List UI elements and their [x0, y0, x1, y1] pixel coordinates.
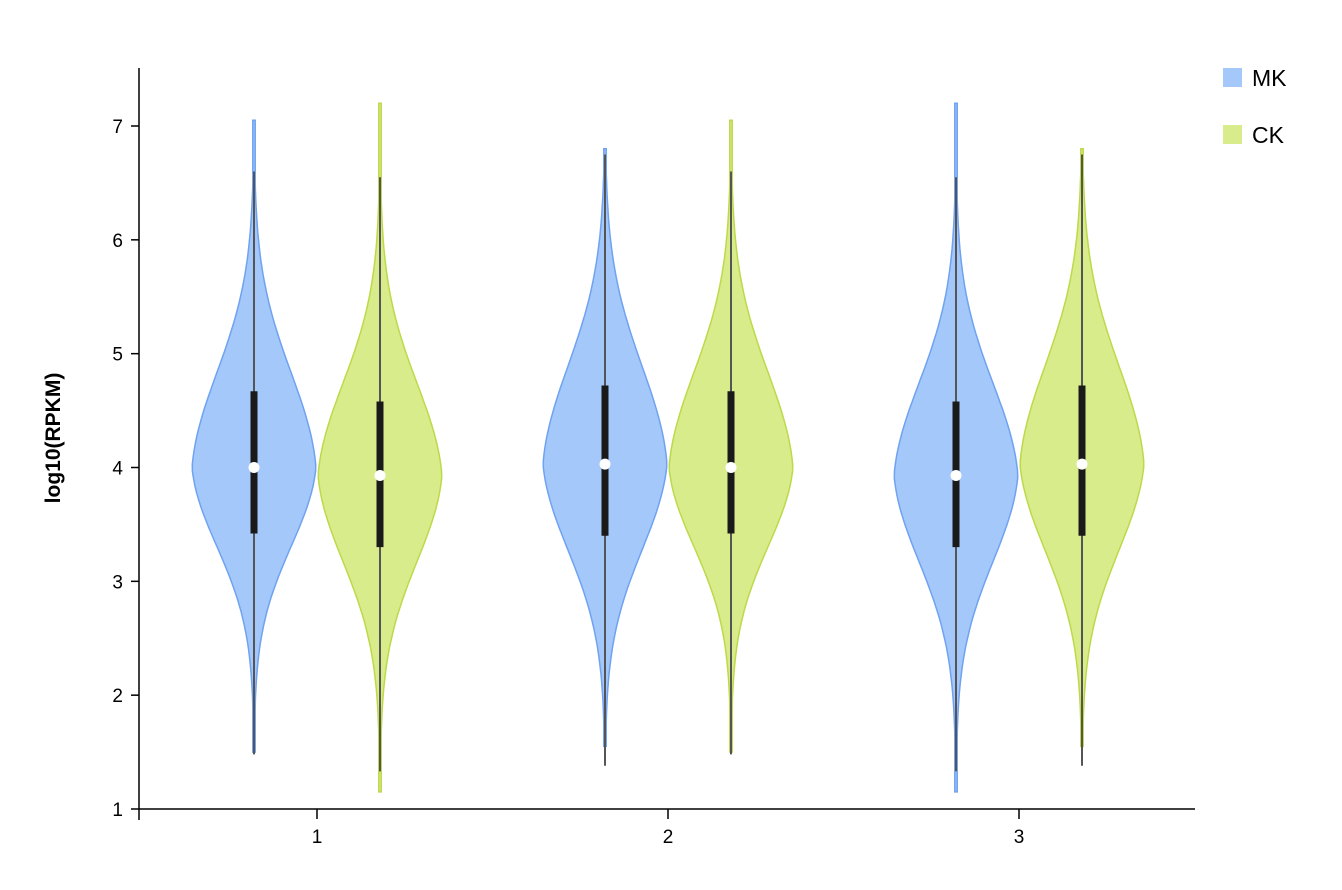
violin-ck-3	[1019, 148, 1145, 766]
legend: MK CK	[1223, 65, 1287, 148]
violin-median-point	[1076, 458, 1088, 470]
violin-mk-1	[191, 119, 317, 755]
y-tick-label: 6	[112, 231, 123, 252]
y-tick-label: 3	[112, 572, 123, 593]
violin-median-point	[374, 469, 386, 481]
y-tick-label: 5	[112, 345, 123, 366]
violin-mk-2	[542, 148, 668, 766]
violin-ck-2	[668, 119, 794, 755]
violin-ck-1	[317, 102, 443, 793]
violin-median-point	[599, 458, 611, 470]
y-axis-label: log10(RPKM)	[42, 373, 65, 504]
y-tick-label: 7	[112, 117, 123, 138]
violin-median-point	[725, 462, 737, 473]
violin-median-point	[248, 462, 260, 473]
x-ticks: 1 2 3	[312, 809, 1025, 848]
legend-swatch-mk	[1223, 68, 1242, 87]
y-tick-label: 2	[112, 686, 123, 707]
x-tick-label: 3	[1014, 827, 1025, 848]
x-tick-label: 1	[312, 827, 323, 848]
y-tick-label: 1	[112, 800, 123, 821]
legend-swatch-ck	[1223, 125, 1242, 144]
violin-median-point	[950, 469, 962, 481]
y-tick-label: 4	[112, 459, 123, 480]
x-tick-label: 2	[663, 827, 674, 848]
violins	[191, 102, 1145, 793]
y-ticks: 1 2 3 4 5 6 7	[112, 117, 139, 821]
violin-mk-3	[893, 102, 1019, 793]
legend-label-ck: CK	[1252, 122, 1285, 148]
legend-label-mk: MK	[1252, 65, 1287, 91]
